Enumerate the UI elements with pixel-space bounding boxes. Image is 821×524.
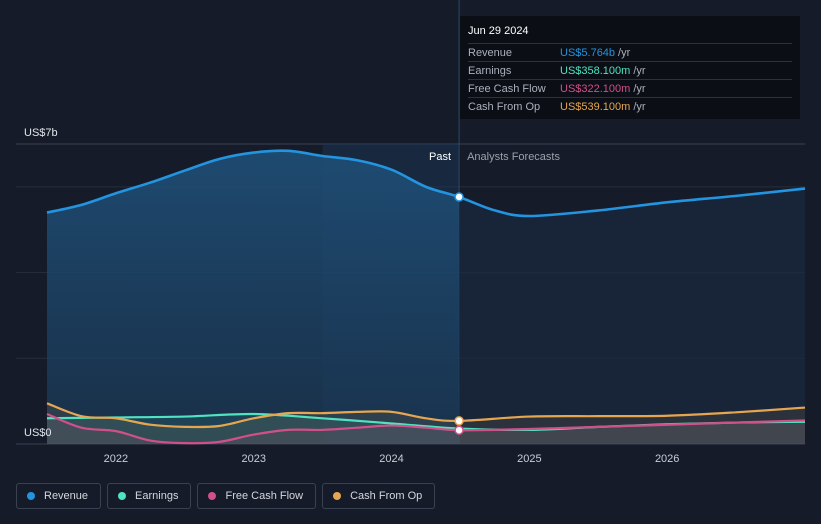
legend: Revenue Earnings Free Cash Flow Cash Fro… bbox=[16, 483, 436, 509]
series-line-revenue bbox=[46, 149, 806, 218]
tooltip-value: US$322.100m bbox=[560, 82, 631, 95]
tooltip: Jun 29 2024 Revenue US$5.764b /yr Earnin… bbox=[460, 16, 800, 119]
legend-dot-icon bbox=[208, 492, 217, 500]
tooltip-label: Revenue bbox=[468, 46, 513, 59]
tooltip-value: US$358.100m bbox=[560, 64, 631, 77]
x-tick-2026: 2026 bbox=[655, 453, 679, 465]
x-tick-2025: 2025 bbox=[517, 453, 541, 465]
tooltip-row-free-cash-flow: Free Cash Flow US$322.100m /yr bbox=[468, 79, 792, 97]
legend-label: Revenue bbox=[44, 490, 89, 502]
series-lines bbox=[46, 149, 806, 445]
past-label: Past bbox=[429, 151, 451, 163]
forecast-label: Analysts Forecasts bbox=[467, 151, 560, 163]
axis-labels: US$7b US$0 Past Analysts Forecasts 2022 2023 2… bbox=[24, 127, 679, 465]
legend-item-free-cash-flow[interactable]: Free Cash Flow bbox=[197, 483, 317, 509]
tooltip-date: Jun 29 2024 bbox=[468, 25, 529, 37]
legend-item-earnings[interactable]: Earnings bbox=[107, 483, 192, 509]
marker-revenue bbox=[454, 192, 464, 202]
tooltip-label: Cash From Op bbox=[468, 100, 541, 113]
tooltip-unit: /yr bbox=[633, 82, 646, 95]
legend-item-cash-from-op[interactable]: Cash From Op bbox=[322, 483, 436, 509]
y-axis-top-label: US$7b bbox=[24, 127, 58, 139]
tooltip-label: Free Cash Flow bbox=[468, 82, 546, 95]
tooltip-value: US$5.764b bbox=[560, 46, 616, 59]
legend-label: Free Cash Flow bbox=[225, 490, 304, 502]
tooltip-unit: /yr bbox=[618, 46, 631, 59]
tooltip-unit: /yr bbox=[633, 64, 646, 77]
series-area-2 bbox=[47, 414, 805, 444]
tooltip-row-earnings: Earnings US$358.100m /yr bbox=[468, 61, 792, 79]
series-areas bbox=[47, 150, 805, 444]
tooltip-row-revenue: Revenue US$5.764b /yr bbox=[468, 43, 792, 61]
series-area-3 bbox=[47, 403, 805, 444]
marker-cash-from-op bbox=[454, 416, 464, 426]
x-tick-2022: 2022 bbox=[104, 453, 128, 465]
legend-dot-icon bbox=[27, 492, 35, 500]
y-axis-bottom-label: US$0 bbox=[24, 427, 52, 439]
x-tick-2023: 2023 bbox=[241, 453, 265, 465]
revenue-area-forecast bbox=[459, 188, 805, 444]
revenue-area-past bbox=[47, 150, 460, 444]
legend-item-revenue[interactable]: Revenue bbox=[16, 483, 102, 509]
legend-label: Earnings bbox=[135, 490, 179, 502]
tooltip-value: US$539.100m bbox=[560, 100, 631, 113]
series-line-cash-from-op bbox=[46, 402, 806, 429]
marker-points bbox=[454, 192, 464, 435]
x-tick-2024: 2024 bbox=[379, 453, 403, 465]
tooltip-row-cash-from-op: Cash From Op US$539.100m /yr bbox=[468, 97, 792, 115]
legend-label: Cash From Op bbox=[350, 490, 423, 502]
legend-dot-icon bbox=[118, 492, 127, 500]
series-line-free-cash-flow bbox=[46, 412, 806, 445]
legend-dot-icon bbox=[333, 492, 342, 500]
marker-free-cash-flow bbox=[454, 425, 464, 435]
tooltip-label: Earnings bbox=[468, 64, 512, 77]
tooltip-unit: /yr bbox=[633, 100, 646, 113]
